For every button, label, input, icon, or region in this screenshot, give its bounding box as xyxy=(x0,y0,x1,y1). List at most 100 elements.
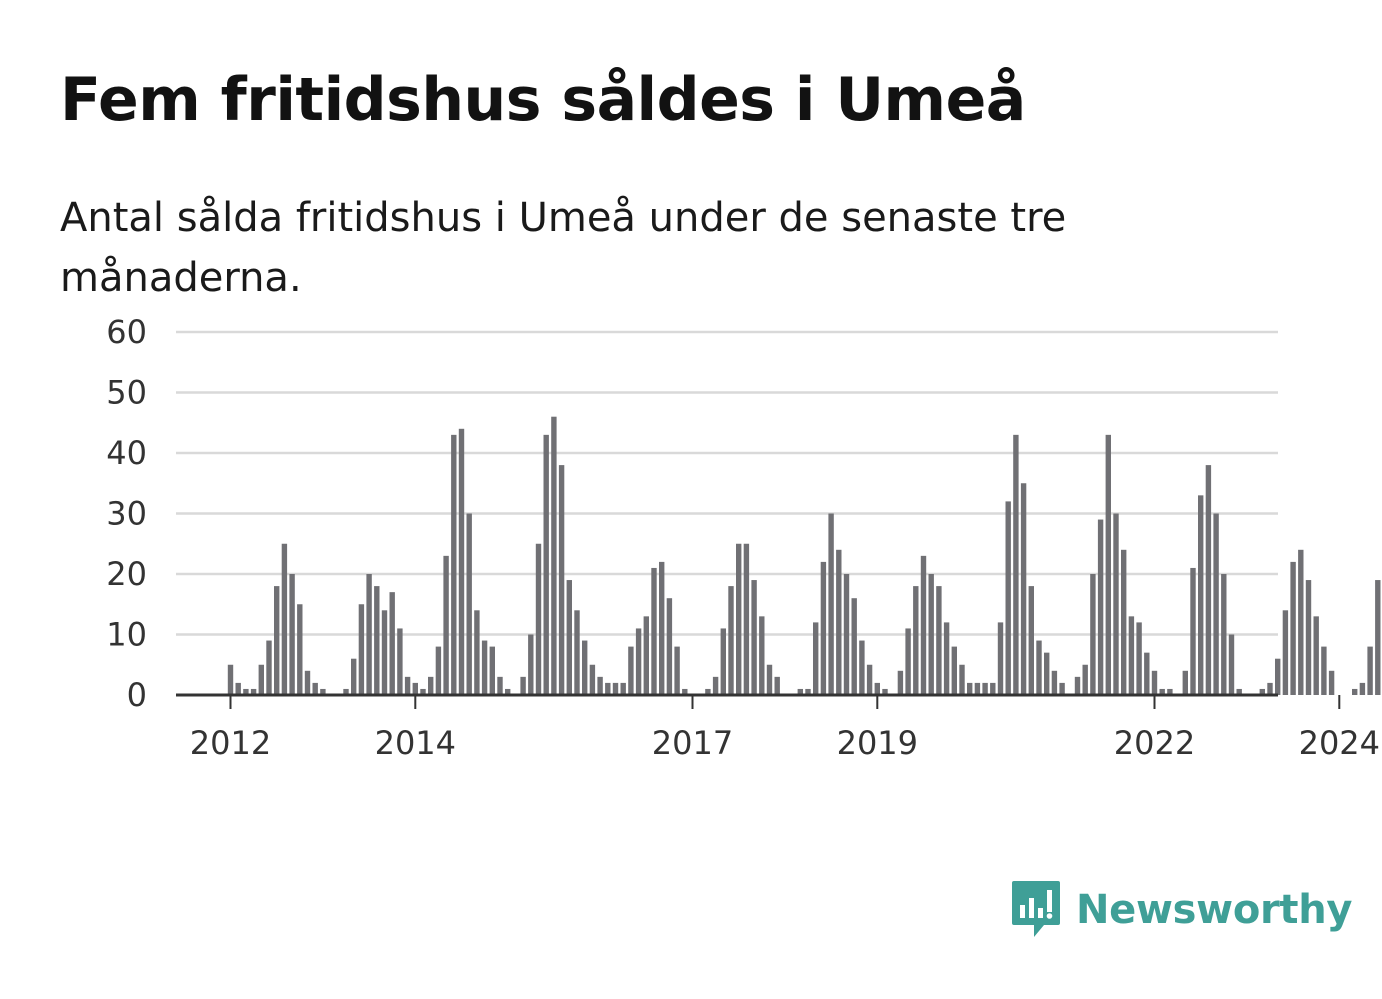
bar xyxy=(351,658,357,695)
bar xyxy=(582,640,588,695)
bar xyxy=(343,688,349,695)
bar xyxy=(1267,682,1273,695)
bar xyxy=(1097,519,1104,695)
bar xyxy=(720,628,726,695)
bar xyxy=(312,682,318,695)
bar xyxy=(1090,574,1096,695)
bar xyxy=(828,513,834,695)
bar xyxy=(412,682,418,695)
bar xyxy=(936,586,942,695)
bar xyxy=(1282,610,1289,695)
bar xyxy=(505,688,511,695)
bar xyxy=(674,646,680,695)
bar xyxy=(397,628,403,695)
bar xyxy=(574,610,580,695)
bar xyxy=(905,628,911,695)
bar xyxy=(1375,580,1381,695)
bar xyxy=(1036,640,1042,695)
x-tick-label: 2019 xyxy=(837,724,918,762)
bar xyxy=(866,664,873,695)
bar xyxy=(628,646,634,695)
bar xyxy=(1136,622,1142,695)
bar xyxy=(874,682,880,695)
bar xyxy=(913,586,919,695)
bar xyxy=(389,592,395,695)
bar xyxy=(743,543,750,695)
bar xyxy=(1059,682,1065,695)
bar xyxy=(751,580,757,695)
bar xyxy=(1259,688,1265,695)
bar xyxy=(1128,616,1135,695)
bar xyxy=(381,610,388,695)
bar xyxy=(928,574,934,695)
bar xyxy=(612,682,619,695)
bar xyxy=(843,574,850,695)
bar xyxy=(289,574,295,695)
bar xyxy=(959,664,965,695)
bar xyxy=(451,434,457,695)
bar xyxy=(990,682,996,695)
bar xyxy=(543,434,549,695)
bar xyxy=(1352,688,1358,695)
bar xyxy=(859,640,865,695)
bar xyxy=(374,586,380,695)
bar xyxy=(682,688,688,695)
bar xyxy=(813,622,819,695)
bar xyxy=(589,664,596,695)
bar xyxy=(759,616,765,695)
bar xyxy=(520,676,526,695)
bar xyxy=(1190,567,1196,695)
y-tick-label: 20 xyxy=(106,555,147,593)
bar xyxy=(281,543,288,695)
bar xyxy=(274,586,280,695)
bar xyxy=(1020,483,1027,695)
bar xyxy=(882,688,888,695)
y-tick-label: 10 xyxy=(106,616,147,654)
bar xyxy=(366,574,372,695)
bar xyxy=(805,688,811,695)
bar xyxy=(243,688,249,695)
bar xyxy=(1005,501,1011,695)
bar xyxy=(967,682,973,695)
bar xyxy=(1051,670,1058,695)
bar xyxy=(443,555,449,695)
bar xyxy=(1159,688,1165,695)
bar xyxy=(659,561,665,695)
bar xyxy=(766,664,773,695)
gridlines xyxy=(176,330,1278,636)
bar xyxy=(266,640,272,695)
bar xyxy=(1074,676,1081,695)
bar xyxy=(974,682,981,695)
bar xyxy=(297,604,303,695)
bar xyxy=(982,682,988,695)
y-tick-label: 0 xyxy=(127,676,147,714)
bar xyxy=(1144,652,1150,695)
bar xyxy=(920,555,927,695)
bar xyxy=(551,416,557,695)
bar xyxy=(1167,688,1173,695)
brand-name: Newsworthy xyxy=(1076,887,1353,933)
bar xyxy=(1028,586,1034,695)
bar xyxy=(951,646,957,695)
bar xyxy=(1182,670,1188,695)
x-tick-label: 2014 xyxy=(375,724,456,762)
bar xyxy=(489,646,495,695)
bar xyxy=(428,676,434,695)
bar xyxy=(1082,664,1088,695)
bar xyxy=(820,561,827,695)
bar xyxy=(1236,688,1242,695)
bar xyxy=(1359,682,1366,695)
bar xyxy=(1044,652,1050,695)
bar xyxy=(258,664,264,695)
newsworthy-logo-icon xyxy=(1012,881,1060,937)
bar xyxy=(712,676,719,695)
bar xyxy=(235,682,241,695)
bar xyxy=(250,688,257,695)
bar xyxy=(736,543,742,695)
bar xyxy=(620,682,626,695)
labels: 01020304050602012201420172019202220245 xyxy=(106,313,1380,762)
y-tick-label: 30 xyxy=(106,495,147,533)
bar xyxy=(635,628,642,695)
bar xyxy=(304,670,311,695)
